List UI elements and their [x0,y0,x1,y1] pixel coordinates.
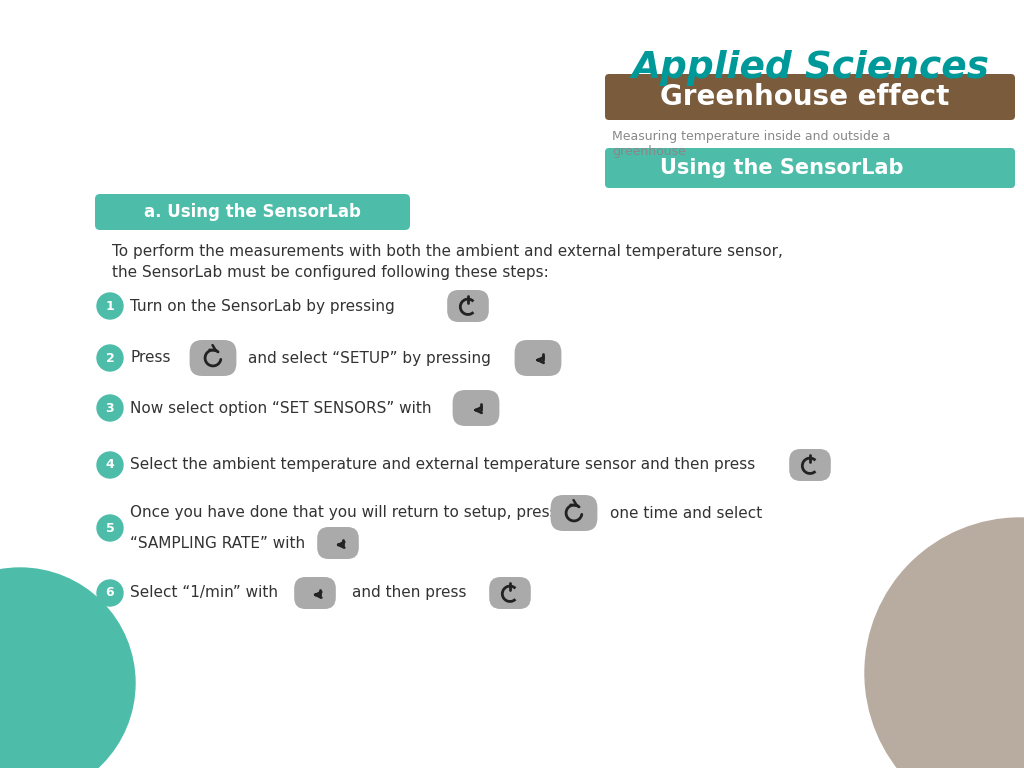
Text: 2: 2 [105,352,115,365]
Text: Select the ambient temperature and external temperature sensor and then press: Select the ambient temperature and exter… [130,458,756,472]
Circle shape [865,518,1024,768]
Text: and select “SETUP” by pressing: and select “SETUP” by pressing [248,350,490,366]
Text: “SAMPLING RATE” with: “SAMPLING RATE” with [130,535,305,551]
FancyBboxPatch shape [551,495,597,531]
Text: one time and select: one time and select [610,505,762,521]
Circle shape [97,515,123,541]
FancyBboxPatch shape [790,449,830,481]
Text: Measuring temperature inside and outside a
greenhouse: Measuring temperature inside and outside… [612,130,891,158]
Text: To perform the measurements with both the ambient and external temperature senso: To perform the measurements with both th… [112,244,783,280]
FancyBboxPatch shape [447,290,488,322]
Circle shape [97,345,123,371]
Text: 4: 4 [105,458,115,472]
FancyBboxPatch shape [605,148,1015,188]
FancyBboxPatch shape [95,194,410,230]
Text: 6: 6 [105,587,115,600]
Circle shape [97,452,123,478]
Text: Select “1/min” with: Select “1/min” with [130,585,278,601]
Text: Once you have done that you will return to setup, press: Once you have done that you will return … [130,505,558,521]
Text: Turn on the SensorLab by pressing: Turn on the SensorLab by pressing [130,299,394,313]
Text: Now select option “SET SENSORS” with: Now select option “SET SENSORS” with [130,400,431,415]
FancyBboxPatch shape [317,527,358,559]
FancyBboxPatch shape [453,390,500,426]
FancyBboxPatch shape [294,577,336,609]
FancyBboxPatch shape [605,74,1015,120]
Text: Press: Press [130,350,171,366]
Text: Using the SensorLab: Using the SensorLab [660,158,903,178]
Text: 3: 3 [105,402,115,415]
Circle shape [97,293,123,319]
Circle shape [97,580,123,606]
Text: and then press: and then press [352,585,467,601]
FancyBboxPatch shape [189,340,237,376]
Circle shape [97,395,123,421]
FancyBboxPatch shape [489,577,530,609]
Text: 1: 1 [105,300,115,313]
Text: Greenhouse effect: Greenhouse effect [660,83,949,111]
Text: a. Using the SensorLab: a. Using the SensorLab [143,203,360,221]
FancyBboxPatch shape [515,340,561,376]
Text: Applied Sciences: Applied Sciences [631,50,989,86]
Text: 5: 5 [105,521,115,535]
Circle shape [0,568,135,768]
